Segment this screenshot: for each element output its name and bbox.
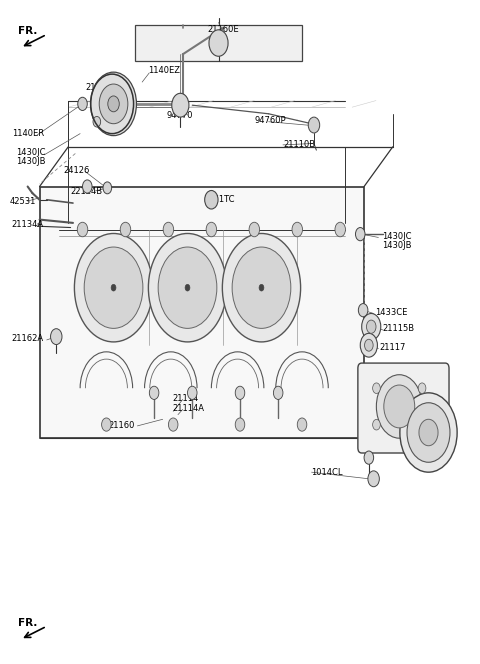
Circle shape [168, 418, 178, 431]
Text: 21114A: 21114A [172, 404, 204, 412]
Text: 21443: 21443 [402, 424, 429, 432]
Text: 1571TC: 1571TC [203, 195, 234, 205]
Circle shape [418, 383, 426, 394]
Text: 42531: 42531 [10, 197, 36, 206]
FancyBboxPatch shape [358, 363, 449, 453]
Circle shape [74, 234, 153, 342]
Circle shape [356, 228, 365, 241]
Circle shape [148, 234, 227, 342]
Circle shape [364, 339, 373, 351]
Circle shape [292, 222, 302, 237]
Circle shape [83, 180, 92, 193]
Text: 1140ER: 1140ER [12, 129, 44, 138]
Circle shape [185, 284, 190, 291]
Text: 21115B: 21115B [382, 324, 414, 333]
FancyBboxPatch shape [135, 25, 302, 61]
Circle shape [120, 222, 131, 237]
Circle shape [163, 222, 174, 237]
Circle shape [149, 386, 159, 400]
Text: 21160: 21160 [109, 422, 135, 430]
Circle shape [297, 418, 307, 431]
Circle shape [111, 284, 116, 291]
Circle shape [407, 403, 450, 462]
Text: FR.: FR. [18, 26, 37, 36]
Text: FR.: FR. [18, 618, 37, 628]
Text: 1430JC: 1430JC [16, 147, 45, 157]
Text: 94770: 94770 [167, 111, 193, 120]
Text: 94760P: 94760P [254, 116, 286, 125]
Circle shape [249, 222, 260, 237]
Circle shape [209, 30, 228, 56]
Text: 21440: 21440 [383, 384, 409, 392]
Circle shape [232, 247, 291, 329]
Circle shape [335, 222, 346, 237]
Text: 24126: 24126 [63, 166, 90, 175]
Circle shape [103, 182, 112, 194]
Circle shape [418, 420, 426, 430]
Circle shape [400, 393, 457, 472]
Circle shape [384, 385, 415, 428]
Text: 1430JB: 1430JB [16, 157, 45, 166]
Circle shape [372, 420, 380, 430]
Circle shape [360, 333, 377, 357]
Circle shape [78, 97, 87, 110]
Circle shape [362, 313, 381, 340]
Text: 1140EZ: 1140EZ [148, 66, 180, 74]
Circle shape [308, 117, 320, 133]
Circle shape [235, 386, 245, 400]
Circle shape [366, 320, 376, 333]
Circle shape [259, 284, 264, 291]
Circle shape [77, 222, 88, 237]
Circle shape [91, 72, 136, 135]
Text: 1433CE: 1433CE [375, 308, 408, 317]
Circle shape [99, 84, 128, 124]
Text: 1430JC: 1430JC [382, 232, 412, 240]
Circle shape [108, 96, 119, 112]
Text: 21162A: 21162A [12, 334, 44, 343]
Text: 21160E: 21160E [207, 25, 239, 35]
Circle shape [376, 374, 422, 438]
Circle shape [419, 419, 438, 446]
Text: 22124B: 22124B [71, 187, 103, 196]
Circle shape [102, 418, 111, 431]
Circle shape [206, 222, 216, 237]
Text: 1430JB: 1430JB [382, 241, 412, 250]
Circle shape [93, 116, 101, 127]
Text: 1014CL: 1014CL [311, 467, 342, 477]
Circle shape [274, 386, 283, 400]
Text: 21114: 21114 [172, 394, 199, 402]
Text: 21110B: 21110B [283, 139, 315, 149]
Circle shape [188, 386, 197, 400]
Circle shape [172, 94, 189, 117]
Text: 21134A: 21134A [12, 220, 44, 228]
Circle shape [158, 247, 217, 329]
Circle shape [84, 247, 143, 329]
Circle shape [204, 191, 218, 209]
Circle shape [368, 471, 379, 487]
Circle shape [372, 383, 380, 394]
Text: 21117: 21117 [379, 343, 406, 352]
Circle shape [222, 234, 300, 342]
Circle shape [364, 451, 373, 464]
Text: 21353R: 21353R [85, 83, 117, 92]
Circle shape [359, 303, 368, 317]
Circle shape [50, 329, 62, 345]
FancyBboxPatch shape [39, 187, 364, 438]
Circle shape [235, 418, 245, 431]
